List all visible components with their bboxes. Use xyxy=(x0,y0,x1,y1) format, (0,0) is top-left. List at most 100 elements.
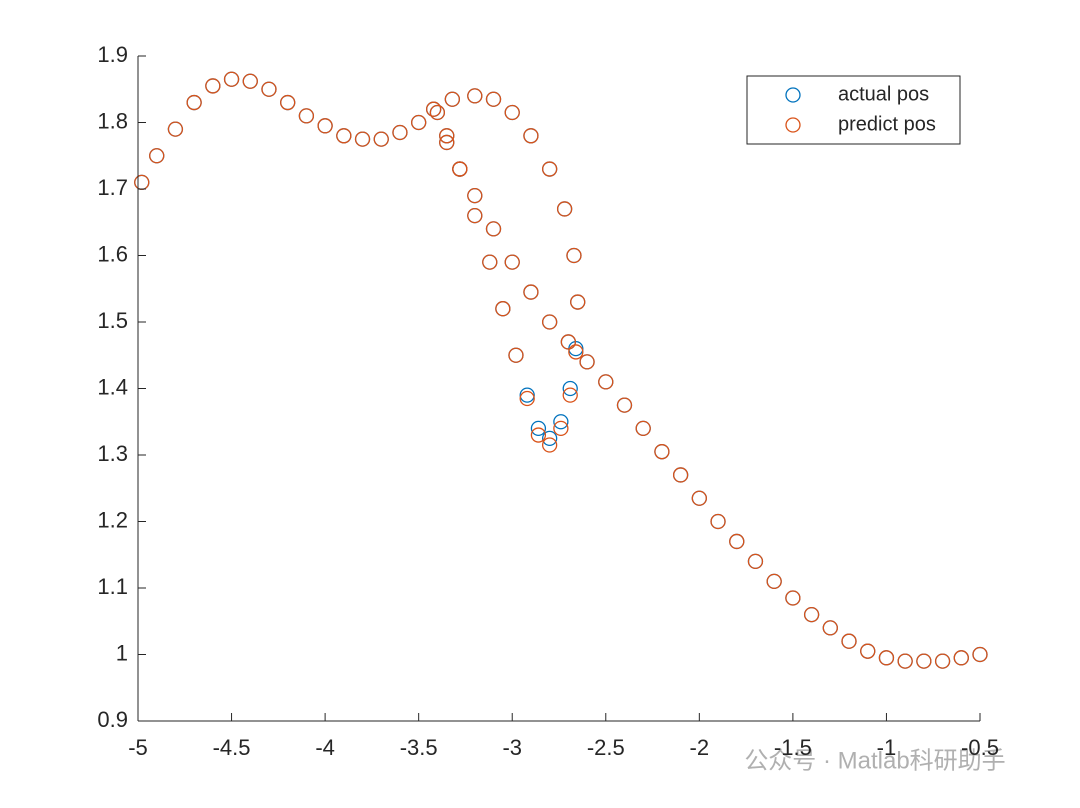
point xyxy=(223,71,240,87)
point xyxy=(785,590,801,606)
point xyxy=(205,78,221,94)
y-tick-label: 1.8 xyxy=(97,108,128,133)
point xyxy=(654,444,670,460)
point xyxy=(149,148,165,164)
x-tick-label: -1 xyxy=(877,735,897,760)
point xyxy=(972,646,988,663)
point xyxy=(691,490,707,506)
point xyxy=(803,606,820,623)
point xyxy=(495,301,511,317)
point xyxy=(519,387,535,403)
point xyxy=(411,114,427,131)
point xyxy=(336,128,352,144)
y-tick-label: 0.9 xyxy=(97,707,128,732)
y-tick-label: 1 xyxy=(116,640,128,665)
point xyxy=(860,643,876,659)
point xyxy=(467,187,483,204)
y-tick-label: 1.5 xyxy=(97,308,128,333)
legend-box xyxy=(746,75,961,145)
point xyxy=(841,633,857,649)
point xyxy=(429,104,446,121)
x-tick-label: -2 xyxy=(690,735,710,760)
y-tick-label: 1.1 xyxy=(97,574,128,599)
x-tick-label: -3.5 xyxy=(400,735,438,760)
point xyxy=(373,131,389,147)
point xyxy=(444,91,460,107)
point xyxy=(672,467,689,483)
point xyxy=(897,653,913,669)
point xyxy=(579,354,595,370)
point xyxy=(530,427,547,443)
point xyxy=(317,118,333,134)
point xyxy=(298,108,315,124)
point xyxy=(523,284,539,300)
point xyxy=(354,131,371,147)
point xyxy=(710,513,726,530)
point xyxy=(280,94,296,111)
point xyxy=(467,88,483,104)
legend-label: predict pos xyxy=(838,113,936,135)
point xyxy=(766,573,782,589)
point xyxy=(822,620,838,636)
point xyxy=(186,94,202,111)
point xyxy=(452,161,468,177)
point xyxy=(541,437,558,453)
point xyxy=(562,380,578,397)
point xyxy=(504,104,520,121)
watermark: 公众号 · Matlab科研助手 xyxy=(744,747,1005,774)
point xyxy=(519,390,535,407)
point xyxy=(562,387,578,403)
point xyxy=(747,553,764,570)
point xyxy=(541,161,558,177)
y-tick-label: 1.6 xyxy=(97,241,128,266)
x-tick-label: -0.5 xyxy=(961,735,999,760)
y-tick-label: 1.2 xyxy=(97,507,128,532)
point xyxy=(482,254,498,270)
point xyxy=(485,91,502,107)
point xyxy=(916,653,932,669)
point xyxy=(560,334,577,350)
point xyxy=(439,128,455,144)
point xyxy=(541,430,558,447)
point xyxy=(167,121,184,137)
legend-marker xyxy=(785,117,801,133)
y-tick-label: 1.3 xyxy=(97,441,128,466)
point xyxy=(485,221,502,237)
x-tick-label: -3 xyxy=(502,735,522,760)
point xyxy=(553,420,569,437)
point xyxy=(616,397,633,413)
point xyxy=(598,374,614,390)
point xyxy=(508,347,524,363)
y-tick-label: 1.4 xyxy=(97,374,128,399)
point xyxy=(530,420,547,437)
point xyxy=(566,247,582,264)
point xyxy=(439,134,455,151)
y-tick-label: 1.7 xyxy=(97,175,128,200)
legend-label: actual pos xyxy=(838,83,929,105)
point xyxy=(261,81,277,97)
point xyxy=(878,650,895,666)
point xyxy=(242,73,258,89)
point xyxy=(553,414,569,430)
point xyxy=(504,254,520,270)
x-tick-label: -4.5 xyxy=(213,735,251,760)
point xyxy=(729,533,745,550)
x-tick-label: -1.5 xyxy=(774,735,812,760)
point xyxy=(953,650,969,666)
y-tick-label: 1.9 xyxy=(97,42,128,67)
point xyxy=(635,420,651,437)
point xyxy=(568,344,584,360)
x-tick-label: -4 xyxy=(315,735,335,760)
point xyxy=(523,128,539,144)
point xyxy=(556,201,573,217)
point xyxy=(392,124,408,141)
point xyxy=(467,207,483,224)
x-tick-label: -5 xyxy=(128,735,148,760)
point xyxy=(934,653,951,669)
x-tick-label: -2.5 xyxy=(587,735,625,760)
point xyxy=(541,314,558,330)
legend-marker xyxy=(785,87,801,103)
point xyxy=(425,101,442,117)
point xyxy=(570,294,586,310)
